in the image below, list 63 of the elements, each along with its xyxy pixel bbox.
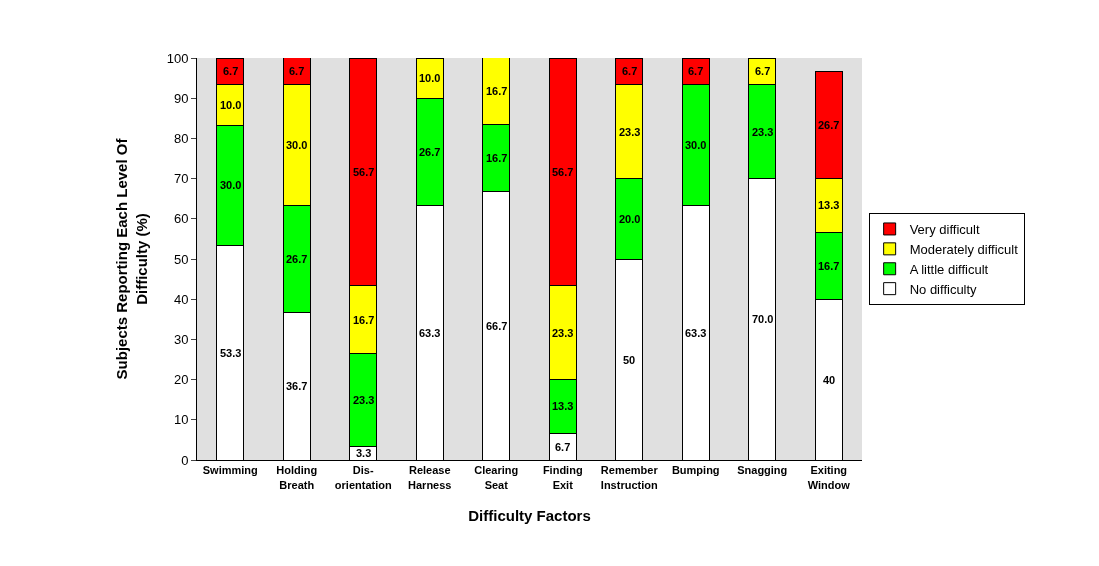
x-tick-label: Snagging [737, 464, 788, 477]
data-label: 16.7 [353, 314, 375, 326]
x-tick-label: Swimming [202, 464, 258, 477]
y-tick-label: 30 [173, 331, 189, 347]
y-tick-label: 0 [181, 452, 189, 468]
data-label: 6.7 [688, 65, 704, 77]
y-tick-label: 70 [173, 171, 189, 187]
data-label: 23.3 [752, 126, 774, 138]
data-label: 23.3 [552, 327, 574, 339]
data-label: 13.3 [552, 400, 574, 412]
data-label: 23.3 [353, 394, 375, 406]
data-label: 63.3 [685, 327, 707, 339]
x-tick-label: Finding Exit [542, 464, 583, 491]
data-label: 50 [623, 354, 636, 366]
data-label: 20.0 [619, 213, 641, 225]
y-tick-label: 40 [173, 291, 189, 307]
x-tick-label: Release Harness [408, 464, 452, 491]
data-label: 6.7 [622, 65, 638, 77]
data-label: 66.7 [486, 320, 508, 332]
y-tick-label: 10 [173, 412, 189, 428]
data-label: 56.7 [552, 166, 574, 178]
y-tick-label: 80 [173, 130, 189, 146]
x-tick-label: Clearing Seat [474, 464, 519, 491]
data-label: 16.7 [486, 85, 508, 97]
data-label: 26.7 [818, 119, 840, 131]
y-tick-label: 50 [173, 251, 189, 267]
y-tick-label: 90 [173, 90, 189, 106]
data-label: 3.3 [356, 447, 372, 459]
data-label: 6.7 [555, 441, 571, 453]
x-tick-label: Remember Instruction [600, 464, 659, 491]
data-label: 16.7 [818, 260, 840, 272]
data-label: 40 [823, 374, 836, 386]
data-label: 16.7 [486, 152, 508, 164]
data-label: 10.0 [419, 72, 441, 84]
data-label: 30.0 [685, 139, 707, 151]
legend-label: Very difficult [909, 222, 980, 238]
y-tick-label: 60 [173, 211, 189, 227]
data-label: 63.3 [419, 327, 441, 339]
data-label: 30.0 [220, 179, 242, 191]
legend-label: A little difficult [909, 261, 989, 277]
data-label: 70.0 [752, 313, 774, 325]
x-tick-label: Exiting Window [807, 464, 851, 491]
data-label: 56.7 [353, 166, 375, 178]
x-tick-label: Bumping [671, 464, 720, 477]
y-axis-title: Subjects Reporting Each Level Of Difficulty (%) [113, 137, 150, 380]
data-label: 6.7 [755, 65, 771, 77]
legend-label: No difficulty [909, 281, 978, 297]
y-tick-label: 100 [166, 50, 189, 66]
data-label: 6.7 [223, 65, 239, 77]
y-tick-label: 20 [173, 372, 189, 388]
data-label: 26.7 [419, 146, 441, 158]
data-label: 26.7 [286, 253, 308, 265]
data-label: 10.0 [220, 99, 242, 111]
data-label: 53.3 [220, 347, 242, 359]
data-label: 30.0 [286, 139, 308, 151]
data-label: 13.3 [818, 199, 840, 211]
data-label: 23.3 [619, 126, 641, 138]
legend-label: Moderately difficult [909, 241, 1019, 257]
data-label: 36.7 [286, 380, 308, 392]
x-tick-label: Dis- orientation [334, 464, 392, 491]
data-label: 6.7 [289, 65, 305, 77]
x-axis-title: Difficulty Factors [468, 506, 591, 524]
x-tick-label: Holding Breath [276, 464, 318, 491]
